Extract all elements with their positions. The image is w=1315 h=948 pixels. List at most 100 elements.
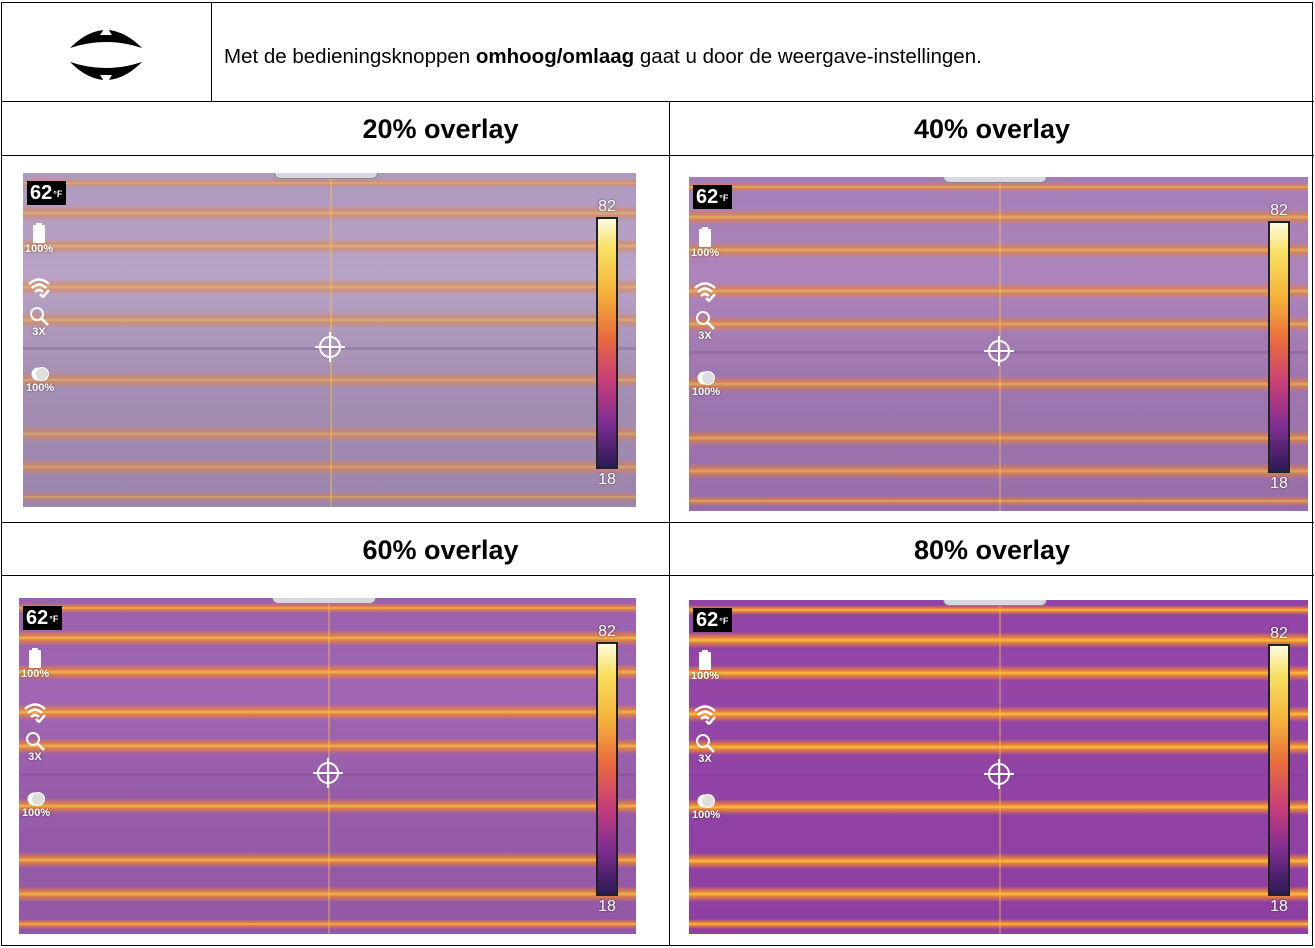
magnifier-icon	[30, 307, 49, 326]
magnifier-icon	[26, 732, 45, 751]
heat-stripe	[689, 209, 1308, 226]
section-title-80: 80% overlay	[913, 535, 1071, 565]
blend-icon	[27, 792, 46, 806]
thermal-image-panel-2: 62°F 100% 3X	[689, 177, 1308, 511]
row-divider	[1, 522, 1314, 523]
battery-label: 100%	[691, 670, 720, 682]
column-divider	[211, 2, 212, 102]
row-divider	[1, 155, 1314, 156]
heat-stripe	[19, 918, 636, 929]
scale-max-label: 82	[598, 198, 616, 215]
instruction-suffix: gaat u door de weergave-instellingen.	[634, 45, 982, 68]
heat-stripe	[689, 315, 1308, 332]
center-temperature: 62°F	[23, 606, 63, 630]
heat-stripe	[689, 182, 1308, 193]
column-divider	[669, 101, 670, 946]
heat-stripe	[23, 205, 636, 222]
battery-status: 100%	[691, 227, 719, 259]
section-title-60: 60% overlay	[362, 535, 519, 565]
thermal-overlay	[23, 173, 636, 507]
battery-label: 100%	[691, 247, 720, 259]
blend-status: 100%	[22, 791, 50, 819]
crosshair-icon	[314, 331, 345, 362]
heat-stripe	[689, 705, 1308, 722]
heat-stripe	[23, 458, 636, 475]
zoom-status: 3X	[695, 733, 715, 765]
thermal-image-panel-4: 62°F 100% 3X	[689, 600, 1308, 934]
center-temperature: 62°F	[27, 181, 67, 205]
heat-stripe	[19, 852, 636, 869]
blend-label: 100%	[692, 809, 721, 821]
center-temperature: 62°F	[693, 185, 733, 209]
scale-min-label: 18	[1270, 475, 1288, 492]
row-divider	[1, 575, 1314, 576]
row-divider	[1, 101, 1314, 102]
heat-stripe	[689, 282, 1308, 299]
heat-stripe	[19, 737, 636, 754]
wifi-icon	[694, 282, 716, 302]
instruction-keyword: omhoog/omlaag	[475, 45, 635, 68]
temperature-value: 62	[696, 609, 719, 631]
blend-icon	[697, 794, 716, 808]
color-scale-bar	[1268, 644, 1290, 896]
thermal-image-panel-1: 62°F 100% 3X	[23, 173, 636, 507]
wifi-status	[694, 705, 716, 725]
heat-stripe	[19, 630, 636, 647]
heat-stripe	[689, 665, 1308, 682]
center-temperature: 62°F	[693, 608, 733, 632]
heat-stripe	[689, 918, 1308, 929]
heat-stripe	[689, 632, 1308, 649]
heat-stripe	[23, 311, 636, 328]
magnifier-icon	[696, 311, 715, 330]
top-tab	[274, 173, 379, 179]
battery-icon	[29, 648, 42, 668]
scale-max-label: 82	[598, 623, 616, 640]
crosshair-icon	[983, 335, 1014, 366]
battery-icon	[699, 227, 712, 247]
blend-icon	[697, 371, 716, 385]
zoom-label: 3X	[698, 330, 712, 342]
battery-status: 100%	[25, 223, 53, 255]
heat-stripe	[19, 603, 636, 614]
zoom-status: 3X	[29, 306, 49, 338]
battery-label: 100%	[21, 668, 50, 680]
scale-min-label: 18	[598, 471, 616, 488]
heat-stripe	[689, 799, 1308, 816]
heat-stripe	[689, 376, 1308, 393]
zoom-label: 3X	[698, 753, 712, 765]
temperature-unit: °F	[53, 189, 63, 199]
heat-stripe	[689, 495, 1308, 506]
temperature-unit: °F	[719, 193, 729, 203]
heat-stripe	[23, 238, 636, 255]
temperature-unit: °F	[49, 614, 59, 624]
temperature-unit: °F	[719, 616, 729, 626]
heat-stripe	[689, 429, 1308, 446]
blend-label: 100%	[22, 807, 51, 819]
wifi-icon	[24, 703, 46, 723]
crosshair-icon	[983, 758, 1014, 789]
heat-stripe	[689, 605, 1308, 616]
thermal-image-panel-3: 62°F 100% 3X	[19, 598, 636, 934]
blend-label: 100%	[692, 386, 721, 398]
temperature-value: 62	[26, 607, 49, 629]
blend-status: 100%	[692, 370, 720, 398]
section-title-20: 20% overlay	[362, 114, 519, 144]
heat-stripe	[19, 885, 636, 902]
heat-stripe	[689, 462, 1308, 479]
up-down-nav-buttons-icon	[70, 26, 142, 84]
wifi-icon	[28, 278, 50, 298]
section-title-40: 40% overlay	[913, 114, 1071, 144]
heat-stripe	[23, 178, 636, 189]
thermal-overlay	[689, 600, 1308, 934]
magnifier-icon	[696, 734, 715, 753]
wifi-icon	[694, 705, 716, 725]
heat-stripe	[689, 242, 1308, 259]
heat-stripe	[23, 491, 636, 502]
color-scale-bar	[1268, 221, 1290, 473]
instruction-prefix: Met de bedieningsknoppen	[224, 45, 476, 68]
temperature-value: 62	[30, 182, 53, 204]
heat-stripe	[689, 738, 1308, 755]
scale-max-label: 82	[1270, 202, 1288, 219]
battery-icon	[699, 650, 712, 670]
scale-min-label: 18	[1270, 898, 1288, 915]
